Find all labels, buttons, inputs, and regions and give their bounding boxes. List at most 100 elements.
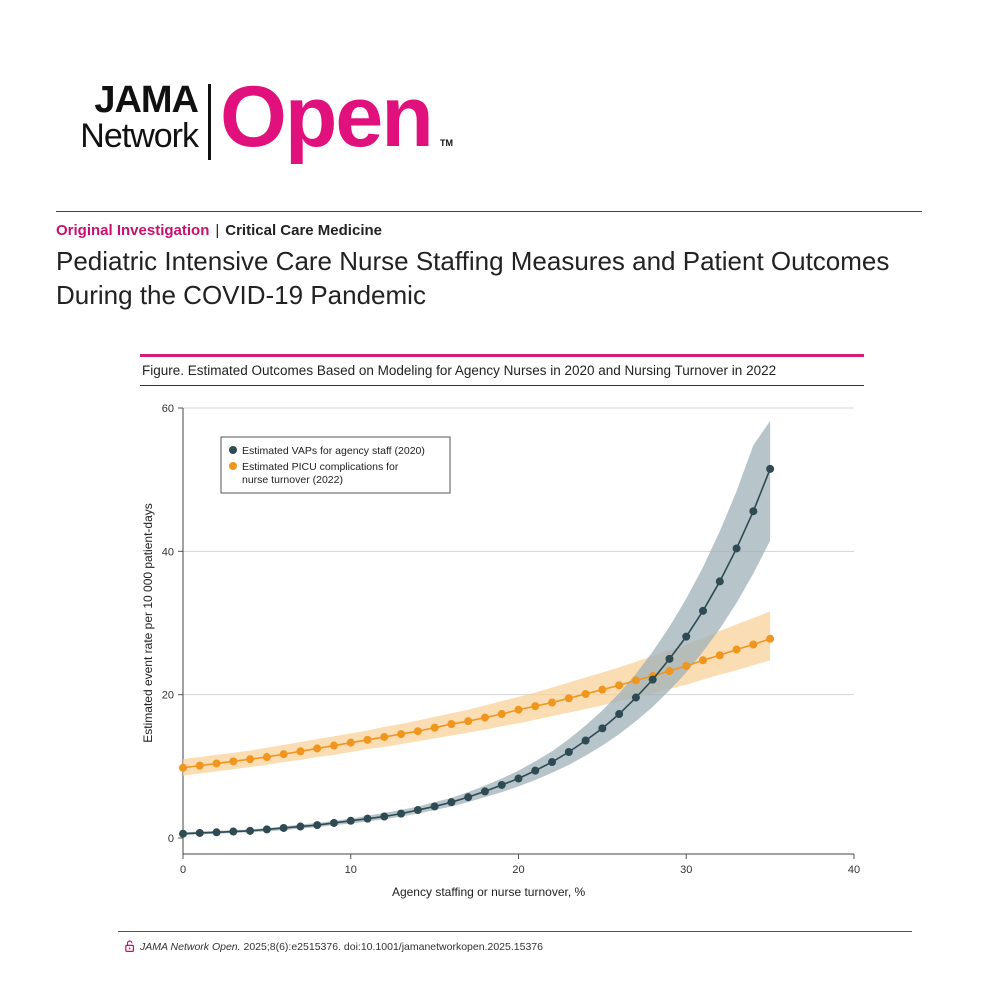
data-point-picu <box>212 759 221 768</box>
data-point-picu <box>447 720 456 729</box>
data-point-vap <box>380 812 389 821</box>
logo-divider <box>208 84 211 160</box>
data-point-picu <box>246 755 255 764</box>
data-point-picu <box>329 741 338 750</box>
y-tick-label: 0 <box>168 833 174 845</box>
confidence-band-picu <box>183 611 771 776</box>
data-point-picu <box>413 727 422 736</box>
data-point-vap <box>212 828 221 837</box>
x-tick-label: 40 <box>848 864 860 876</box>
specialty-label: Critical Care Medicine <box>225 222 382 239</box>
x-tick-label: 20 <box>512 864 524 876</box>
data-point-picu <box>464 717 473 726</box>
data-point-vap <box>346 816 355 825</box>
data-point-vap <box>615 710 624 719</box>
data-point-vap <box>682 632 691 641</box>
data-point-vap <box>447 798 456 807</box>
article-kicker: Original Investigation | Critical Care Med… <box>56 222 382 239</box>
data-point-vap <box>246 826 255 835</box>
data-point-picu <box>262 753 271 762</box>
legend: Estimated VAPs for agency staff (2020) Es… <box>220 436 451 494</box>
data-point-picu <box>346 738 355 747</box>
y-tick-label: 60 <box>162 403 174 415</box>
data-point-picu <box>480 713 489 722</box>
data-point-picu <box>766 634 775 643</box>
data-point-picu <box>581 689 590 698</box>
data-point-vap <box>514 774 523 783</box>
data-point-vap <box>279 823 288 832</box>
data-point-vap <box>329 818 338 827</box>
data-point-picu <box>548 698 557 707</box>
logo-open-text: Open <box>220 69 434 165</box>
data-point-picu <box>514 705 523 714</box>
data-point-picu <box>195 761 204 770</box>
header-divider <box>56 211 922 212</box>
data-point-vap <box>715 577 724 586</box>
data-point-vap <box>548 758 557 767</box>
open-lock-icon <box>125 940 134 952</box>
data-point-vap <box>665 654 674 663</box>
legend-box <box>220 436 451 494</box>
data-point-vap <box>766 464 775 473</box>
data-point-picu <box>598 685 607 694</box>
data-point-vap <box>699 606 708 615</box>
data-point-vap <box>464 793 473 802</box>
data-point-vap <box>262 825 271 834</box>
data-point-vap <box>749 507 758 516</box>
data-point-picu <box>699 656 708 665</box>
data-point-vap <box>564 748 573 756</box>
kicker-separator: | <box>215 222 220 239</box>
data-point-picu <box>682 662 691 670</box>
data-point-picu <box>380 732 389 741</box>
data-point-picu <box>363 735 372 744</box>
data-point-vap <box>413 806 422 815</box>
data-point-vap <box>195 828 204 837</box>
data-point-picu <box>564 694 573 703</box>
data-point-vap <box>480 787 489 796</box>
data-point-picu <box>732 645 741 654</box>
data-point-picu <box>179 763 187 772</box>
data-point-vap <box>581 736 590 745</box>
data-point-vap <box>497 780 506 789</box>
citation-text: 2025;8(6):e2515376. doi:10.1001/jamanetw… <box>240 941 543 953</box>
legend-marker-vap <box>229 446 237 454</box>
data-point-vap <box>296 822 305 831</box>
data-point-vap <box>631 693 640 702</box>
journal-logo: JAMA Network Open TM <box>56 72 476 168</box>
chart: 0 20 40 60 0 10 20 30 40 Agency staffing or nurse… <box>141 403 860 899</box>
data-point-picu <box>665 667 674 676</box>
data-point-vap <box>179 829 187 838</box>
article-title: Pediatric Intensive Care Nurse Staffing … <box>56 246 890 310</box>
y-tick-label: 20 <box>162 690 174 702</box>
data-point-picu <box>715 651 724 660</box>
figure-title: Figure. Estimated Outcomes Based on Mode… <box>142 363 777 378</box>
figure-title-rule <box>140 385 864 386</box>
data-point-picu <box>497 710 506 719</box>
citation-journal: JAMA Network Open. <box>140 941 241 953</box>
data-point-vap <box>313 821 322 830</box>
y-axis-label: Estimated event rate per 10 000 patient-… <box>141 503 155 742</box>
logo-trademark: TM <box>440 138 453 148</box>
data-point-picu <box>397 730 406 739</box>
logo-network-text: Network <box>80 117 199 155</box>
data-point-vap <box>732 544 741 553</box>
logo-jama-text: JAMA <box>94 79 199 121</box>
data-point-vap <box>598 724 607 733</box>
data-point-picu <box>229 757 238 766</box>
data-point-picu <box>313 744 322 753</box>
data-point-picu <box>430 723 439 732</box>
data-point-vap <box>430 802 439 811</box>
data-point-vap <box>648 675 657 684</box>
data-point-picu <box>531 702 540 711</box>
data-point-vap <box>229 827 238 836</box>
data-point-vap <box>531 766 540 775</box>
figure-top-rule <box>140 354 864 357</box>
section-label: Original Investigation <box>56 222 210 239</box>
y-tick-label: 40 <box>162 546 174 558</box>
data-point-picu <box>296 747 305 756</box>
legend-marker-picu <box>229 462 237 470</box>
citation-divider <box>118 931 912 932</box>
x-tick-label: 0 <box>180 864 186 876</box>
legend-label-picu: Estimated PICU complications for nurse tu… <box>242 461 399 486</box>
data-point-vap <box>397 809 406 818</box>
